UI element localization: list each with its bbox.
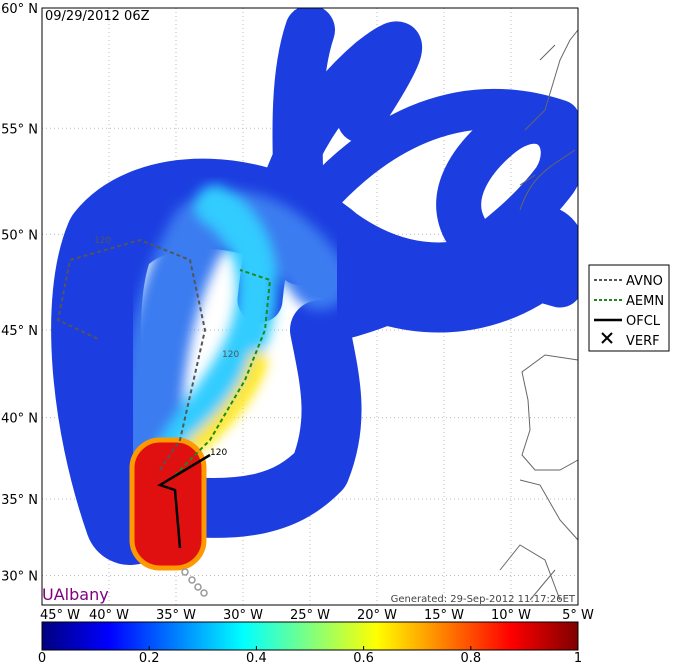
legend-swatch: [601, 332, 613, 344]
colorbar-tick-label: 0.8: [460, 651, 481, 663]
lon-tick-label: 15° W: [424, 608, 464, 623]
legend-box: [588, 264, 670, 352]
track-verf: [181, 568, 208, 597]
lat-tick-label: 45° N: [1, 324, 38, 339]
probability-swath: [51, 8, 578, 571]
coastline: [499, 29, 579, 601]
lat-tick-label: 35° N: [1, 493, 38, 508]
swath-cyan: [140, 185, 277, 500]
lat-tick-label: 50° N: [1, 228, 38, 243]
swath-lightblue: [120, 190, 350, 500]
colorbar-tick-label: 0.2: [139, 651, 160, 663]
swath-blue: [100, 300, 362, 539]
lon-tick-label: 5° W: [562, 608, 594, 623]
axes: 30° N 35° N 40° N 45° N 50° N 55° N 60° N 45° W…: [1, 2, 594, 666]
legend-label: AEMN: [626, 294, 664, 309]
track-label: 120: [222, 350, 239, 360]
map-title: 09/29/2012 06Z: [45, 9, 150, 24]
track-label: 120: [210, 448, 227, 458]
lon-tick-label: 40° W: [89, 608, 129, 623]
coast-uk: [519, 29, 579, 211]
lon-tick-label: 25° W: [290, 608, 330, 623]
lat-tick-label: 30° N: [1, 569, 38, 584]
track-avno: [56, 238, 207, 471]
lon-tick-label: 45° W: [40, 608, 80, 623]
swath-red: [129, 437, 207, 571]
watermark: UAlbany: [42, 585, 109, 604]
lon-tick-label: 35° W: [156, 608, 196, 623]
lat-tick-label: 55° N: [1, 122, 38, 137]
legend-label: VERF: [626, 334, 660, 349]
legend-label: AVNO: [626, 274, 663, 289]
colorbar-tick-label: 1: [574, 651, 582, 663]
lat-tick-label: 60° N: [1, 2, 38, 17]
track-label: 120: [94, 236, 111, 246]
coast-iberia-africa: [499, 354, 579, 601]
tracks: [56, 238, 272, 481]
colorbar: [41, 621, 579, 651]
colorbar-tick-label: 0.6: [353, 651, 374, 663]
lon-tick-label: 30° W: [223, 608, 263, 623]
swath-blue: [280, 88, 578, 240]
lon-tick-label: 10° W: [491, 608, 531, 623]
colorbar-tick-label: 0.4: [246, 651, 267, 663]
colorbar-tick-label: 0: [38, 651, 46, 663]
lat-tick-label: 40° N: [1, 412, 38, 427]
lon-tick-label: 20° W: [357, 608, 397, 623]
map-frame: [41, 7, 579, 606]
track-ofcl: [157, 453, 211, 549]
swath-yellow: [186, 351, 267, 454]
generated-note: Generated: 29-Sep-2012 11:17:26ET: [391, 594, 576, 605]
legend-label: OFCL: [626, 314, 661, 329]
legend: AVNO AEMN OFCL VERF: [588, 264, 670, 352]
